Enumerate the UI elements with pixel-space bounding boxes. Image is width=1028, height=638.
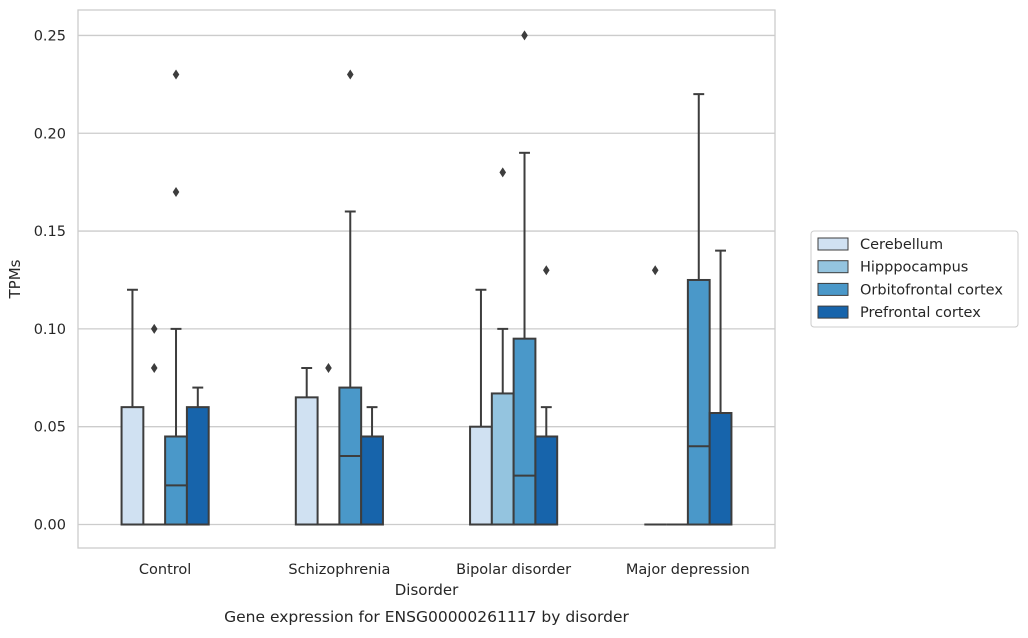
legend-item-orbitofrontal-cortex: Orbitofrontal cortex	[817, 282, 1003, 298]
box-prefrontal-cortex-major-depression	[708, 249, 733, 526]
box-iqr	[490, 392, 515, 526]
y-tick-label: 0.05	[34, 420, 66, 436]
boxes	[120, 30, 733, 526]
legend-swatch	[817, 237, 849, 251]
box-prefrontal-cortex-control	[185, 386, 210, 526]
box-prefrontal-cortex-schizophrenia	[360, 406, 384, 526]
y-tick-label: 0.15	[34, 224, 66, 240]
box-iqr	[686, 278, 711, 526]
outlier-point	[499, 167, 507, 178]
plot-frame	[77, 9, 776, 549]
box-hipppocampus-schizophrenia	[317, 363, 340, 526]
box-cerebellum-control	[120, 288, 145, 526]
y-tick-label: 0.25	[34, 28, 66, 44]
box-hipppocampus-control	[143, 323, 166, 526]
y-tick-label: 0.10	[34, 322, 66, 338]
outlier-point	[651, 265, 659, 276]
legend-item-cerebellum: Cerebellum	[817, 237, 943, 253]
chart-caption: Gene expression for ENSG00000261117 by d…	[224, 608, 629, 626]
legend-swatch	[817, 282, 849, 296]
legend-frame	[810, 230, 1019, 328]
outlier-point	[325, 363, 332, 374]
legend-item-hipppocampus: Hipppocampus	[817, 260, 968, 276]
box-cerebellum-schizophrenia	[294, 367, 319, 526]
outlier-point	[172, 186, 180, 197]
box-iqr	[120, 406, 145, 526]
box-cerebellum-major-depression	[644, 265, 667, 526]
box-iqr	[708, 412, 733, 526]
box-orbitofrontal-cortex-major-depression	[686, 93, 711, 526]
x-axis-label: Disorder	[395, 581, 459, 599]
legend-label: Hipppocampus	[860, 260, 968, 276]
outlier-point	[542, 265, 550, 276]
x-tick-label-major-depression: Major depression	[626, 562, 750, 578]
box-orbitofrontal-cortex-control	[164, 69, 188, 526]
box-iqr	[164, 435, 188, 526]
y-axis-ticks: 0.00 0.05 0.10 0.15 0.20 0.25	[34, 28, 66, 533]
legend-label: Orbitofrontal cortex	[860, 282, 1003, 298]
x-axis-ticks: Control Schizophrenia Bipolar disorder Majo…	[139, 562, 750, 578]
box-prefrontal-cortex-bipolar-disorder	[534, 265, 559, 526]
x-tick-label-bipolar-disorder: Bipolar disorder	[456, 562, 571, 578]
y-axis-label: TPMs	[6, 259, 24, 299]
y-tick-label: 0.20	[34, 126, 66, 142]
legend-label: Cerebellum	[860, 237, 943, 253]
outlier-point	[150, 363, 158, 374]
outlier-point	[150, 323, 158, 334]
y-tick-label: 0.00	[34, 518, 66, 534]
x-tick-label-control: Control	[139, 562, 191, 578]
legend-label: Prefrontal cortex	[860, 305, 981, 321]
box-hipppocampus-bipolar-disorder	[490, 167, 515, 526]
box-iqr	[534, 435, 559, 526]
legend: Cerebellum Hipppocampus Orbitofrontal cort…	[810, 230, 1019, 328]
box-iqr	[512, 337, 537, 526]
box-iqr	[294, 396, 319, 526]
legend-swatch	[817, 260, 849, 274]
outlier-point	[521, 30, 528, 41]
legend-item-prefrontal-cortex: Prefrontal cortex	[817, 305, 981, 321]
legend-items: Cerebellum Hipppocampus Orbitofrontal cort…	[817, 237, 1003, 321]
box-orbitofrontal-cortex-bipolar-disorder	[512, 30, 537, 526]
box-iqr	[360, 435, 384, 526]
box-iqr	[469, 425, 493, 526]
outlier-point	[346, 69, 354, 80]
x-tick-label-schizophrenia: Schizophrenia	[288, 562, 390, 578]
outlier-point	[172, 69, 180, 80]
box-iqr	[185, 406, 210, 526]
legend-swatch	[817, 305, 849, 319]
